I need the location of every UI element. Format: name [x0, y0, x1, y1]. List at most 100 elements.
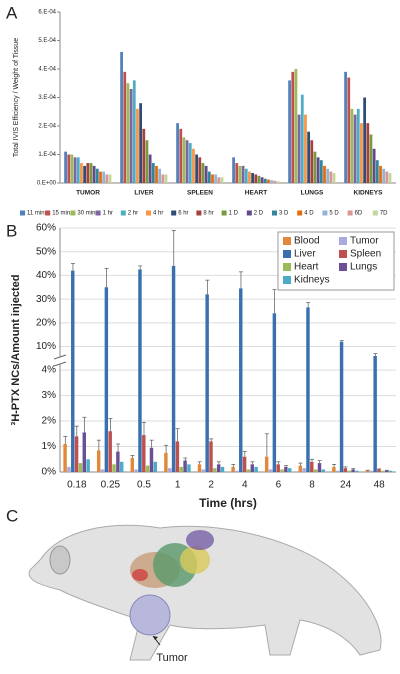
bar: [213, 468, 217, 472]
bar: [332, 173, 336, 183]
bar: [139, 103, 143, 183]
bar: [288, 80, 291, 183]
bar: [171, 265, 176, 472]
legend-label: 6 hr: [178, 211, 188, 217]
bar: [192, 148, 195, 183]
bar: [270, 180, 274, 183]
legend-swatch: [339, 250, 347, 258]
bar: [336, 470, 340, 472]
bar: [238, 165, 242, 183]
legend-swatch: [70, 210, 76, 216]
bar: [297, 114, 301, 183]
legend-label: Heart: [294, 262, 319, 273]
x-tick-label: 8: [309, 480, 315, 491]
bar: [132, 80, 136, 183]
y-tick-label: 40%: [36, 270, 56, 281]
bar: [188, 143, 192, 183]
bar: [161, 174, 165, 183]
bar: [74, 436, 79, 472]
bar: [64, 151, 67, 183]
x-axis-label: Time (hrs): [199, 496, 257, 510]
legend-label: 15 mins: [52, 211, 73, 217]
bar: [239, 288, 243, 472]
bar: [207, 171, 211, 183]
y-tick-label: 10%: [36, 341, 56, 352]
x-tick-label: LUNGS: [301, 190, 324, 197]
bar: [211, 174, 214, 183]
legend-label: Liver: [294, 249, 316, 260]
x-tick-label: 2: [208, 480, 214, 491]
bar: [175, 441, 180, 472]
bar: [89, 163, 93, 183]
x-tick-label: 0.5: [137, 480, 151, 491]
axis-break-mark: [53, 354, 67, 360]
bar: [298, 465, 302, 472]
legend-swatch: [146, 210, 151, 216]
legend-label: 1 D: [229, 211, 239, 217]
bar: [149, 447, 154, 472]
bar: [63, 443, 67, 472]
legend-label: Tumor: [350, 236, 379, 247]
organ: [180, 546, 210, 574]
x-tick-label: 0.18: [67, 480, 87, 491]
bar: [250, 464, 254, 472]
bar: [347, 77, 351, 183]
bar: [264, 456, 269, 472]
bar: [216, 464, 221, 472]
tumor-label: Tumor: [156, 652, 188, 664]
legend-label: 8 hr: [203, 211, 213, 217]
bar: [355, 470, 359, 472]
bar: [273, 180, 277, 183]
x-tick-label: 6: [276, 480, 282, 491]
bar: [158, 168, 162, 183]
bar: [235, 163, 239, 183]
legend-label: Blood: [294, 236, 320, 247]
bar: [235, 470, 239, 472]
bar: [347, 470, 351, 472]
bar: [369, 134, 373, 183]
bar: [130, 457, 134, 472]
y-tick-label: 20%: [36, 317, 56, 328]
bar: [71, 270, 75, 472]
legend-swatch: [196, 210, 202, 216]
legend-label: 6D: [355, 211, 363, 217]
y-tick-label: 0.E+00: [37, 181, 57, 187]
legend-swatch: [246, 210, 252, 216]
legend-swatch: [221, 210, 227, 216]
bar: [254, 174, 258, 183]
legend-swatch: [283, 276, 291, 284]
bar: [96, 450, 101, 472]
bar: [304, 114, 307, 183]
bar: [164, 174, 168, 183]
bar: [377, 469, 381, 472]
bar: [241, 165, 245, 183]
bar: [231, 466, 235, 472]
bar: [351, 469, 355, 472]
x-tick-label: HEART: [245, 190, 267, 197]
bar: [120, 461, 124, 472]
bar: [201, 469, 206, 472]
bar: [276, 464, 280, 472]
legend-label: 4 hr: [153, 211, 163, 217]
bar: [316, 157, 320, 183]
x-tick-label: TUMOR: [76, 190, 100, 197]
bar: [353, 114, 357, 183]
legend-label: 4 D: [304, 211, 314, 217]
bar: [142, 128, 146, 183]
organ: [132, 569, 148, 581]
bar: [138, 269, 142, 472]
bar: [360, 123, 363, 183]
legend-label: 1 hr: [103, 211, 113, 217]
bar: [142, 435, 146, 472]
bar: [195, 154, 199, 183]
bar: [350, 108, 354, 183]
legend-swatch: [297, 210, 303, 216]
legend-swatch: [322, 210, 328, 216]
bar: [116, 451, 120, 472]
mouse-illustration: Tumor: [28, 524, 382, 664]
bar: [76, 157, 80, 183]
bar: [183, 460, 187, 472]
legend-label: 30 mins: [77, 211, 98, 217]
x-tick-label: 48: [374, 480, 386, 491]
